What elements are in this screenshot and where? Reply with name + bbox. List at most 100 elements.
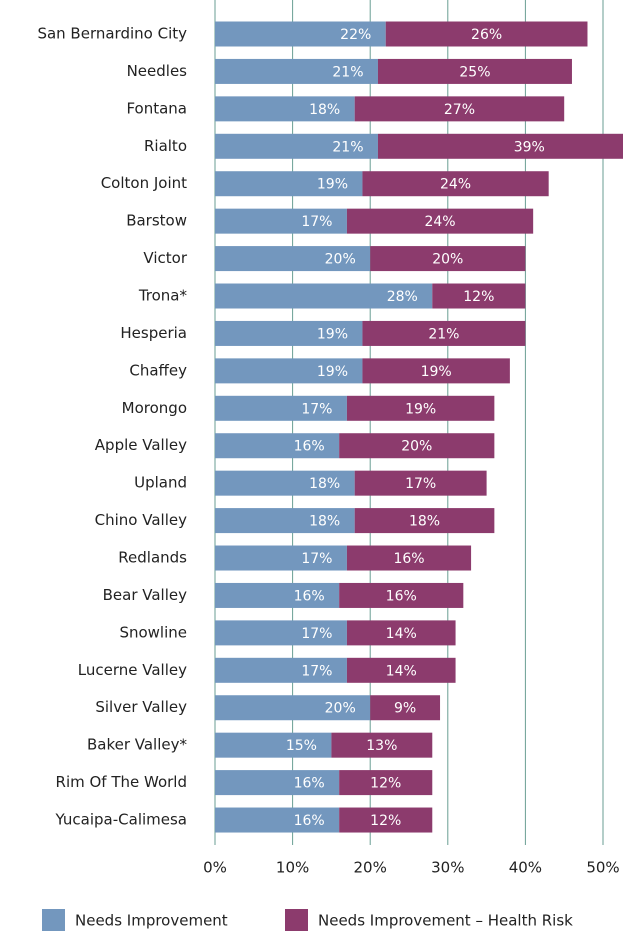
bar-segment: [215, 657, 347, 683]
value-label: 28%: [387, 289, 418, 305]
x-tick-label: 30%: [431, 859, 464, 877]
bar-segment: [215, 320, 363, 346]
value-label: 39%: [514, 139, 545, 155]
bar-segment: [346, 620, 456, 646]
bar-segment: [215, 732, 332, 758]
legend-label: Needs Improvement: [75, 912, 228, 930]
value-label: 17%: [301, 626, 332, 642]
value-label: 20%: [432, 252, 463, 268]
bar-segment: [362, 171, 549, 197]
bar-segment: [354, 508, 495, 534]
bar-segment: [432, 283, 526, 309]
bar-segment: [346, 208, 534, 234]
bar-segment: [346, 395, 495, 421]
value-label: 16%: [294, 813, 325, 829]
x-tick-label: 10%: [276, 859, 309, 877]
category-label: Barstow: [126, 212, 187, 230]
category-label: Needles: [127, 62, 188, 80]
legend-label: Needs Improvement – Health Risk: [318, 912, 573, 930]
category-label: Snowline: [119, 623, 187, 641]
bar-segment: [385, 21, 588, 47]
bar-segment: [215, 582, 340, 608]
value-label: 16%: [294, 439, 325, 455]
bar-segment: [215, 470, 355, 496]
category-label: Silver Valley: [95, 698, 187, 716]
bar-segment: [215, 133, 378, 159]
category-label: San Bernardino City: [37, 25, 187, 43]
value-label: 15%: [286, 738, 317, 754]
category-label: Colton Joint: [101, 174, 187, 192]
category-label: Hesperia: [120, 324, 187, 342]
value-label: 19%: [317, 177, 348, 193]
value-label: 18%: [309, 476, 340, 492]
x-tick-label: 0%: [203, 859, 227, 877]
bar-segment: [339, 433, 495, 459]
value-label: 12%: [370, 813, 401, 829]
value-label: 19%: [317, 364, 348, 380]
value-label: 17%: [301, 663, 332, 679]
category-label: Bear Valley: [103, 586, 187, 604]
value-label: 9%: [394, 701, 416, 717]
bar-segment: [215, 433, 340, 459]
bar-segment: [215, 508, 355, 534]
value-label: 20%: [401, 439, 432, 455]
value-label: 16%: [294, 588, 325, 604]
value-label: 20%: [325, 252, 356, 268]
x-tick-label: 40%: [509, 859, 542, 877]
value-label: 18%: [409, 514, 440, 530]
category-label: Apple Valley: [95, 436, 187, 454]
bar-segment: [215, 395, 347, 421]
bar-segment: [215, 246, 371, 272]
bar-segment: [215, 171, 363, 197]
bar-segment: [215, 807, 340, 833]
value-label: 25%: [459, 64, 490, 80]
value-label: 18%: [309, 102, 340, 118]
bar-segment: [362, 320, 526, 346]
bar-segment: [354, 470, 487, 496]
value-label: 19%: [317, 326, 348, 342]
bar-segment: [215, 770, 340, 796]
value-label: 17%: [301, 401, 332, 417]
category-label: Rim Of The World: [56, 773, 187, 791]
category-label: Lucerne Valley: [78, 661, 187, 679]
value-label: 22%: [340, 27, 371, 43]
value-label: 24%: [424, 214, 455, 230]
value-label: 21%: [332, 64, 363, 80]
bar-segment: [346, 545, 472, 571]
category-label: Baker Valley*: [87, 736, 188, 754]
bar-segment: [215, 283, 433, 309]
bar-segment: [215, 21, 386, 47]
value-label: 21%: [428, 326, 459, 342]
value-label: 18%: [309, 514, 340, 530]
bar-segment: [339, 582, 464, 608]
bar-segment: [215, 358, 363, 384]
category-label: Morongo: [122, 399, 187, 417]
bar-segment: [370, 246, 526, 272]
value-label: 26%: [471, 27, 502, 43]
category-label: Trona*: [138, 287, 188, 305]
bar-segment: [362, 358, 510, 384]
bar-segment: [215, 695, 371, 721]
bar-segment: [354, 96, 565, 122]
category-label: Chino Valley: [95, 511, 187, 529]
value-label: 13%: [366, 738, 397, 754]
category-label: Chaffey: [129, 361, 187, 379]
bar-segment: [215, 58, 378, 84]
value-label: 19%: [421, 364, 452, 380]
value-label: 12%: [370, 776, 401, 792]
x-tick-label: 50%: [586, 859, 619, 877]
bar-segment: [215, 620, 347, 646]
value-label: 16%: [386, 588, 417, 604]
value-label: 19%: [405, 401, 436, 417]
bar-segment: [377, 133, 623, 159]
value-label: 21%: [332, 139, 363, 155]
value-label: 14%: [386, 626, 417, 642]
value-label: 24%: [440, 177, 471, 193]
category-label: Redlands: [118, 549, 187, 567]
category-label: Fontana: [126, 99, 187, 117]
value-label: 16%: [393, 551, 424, 567]
value-label: 17%: [405, 476, 436, 492]
value-label: 14%: [386, 663, 417, 679]
bar-segment: [215, 208, 347, 234]
